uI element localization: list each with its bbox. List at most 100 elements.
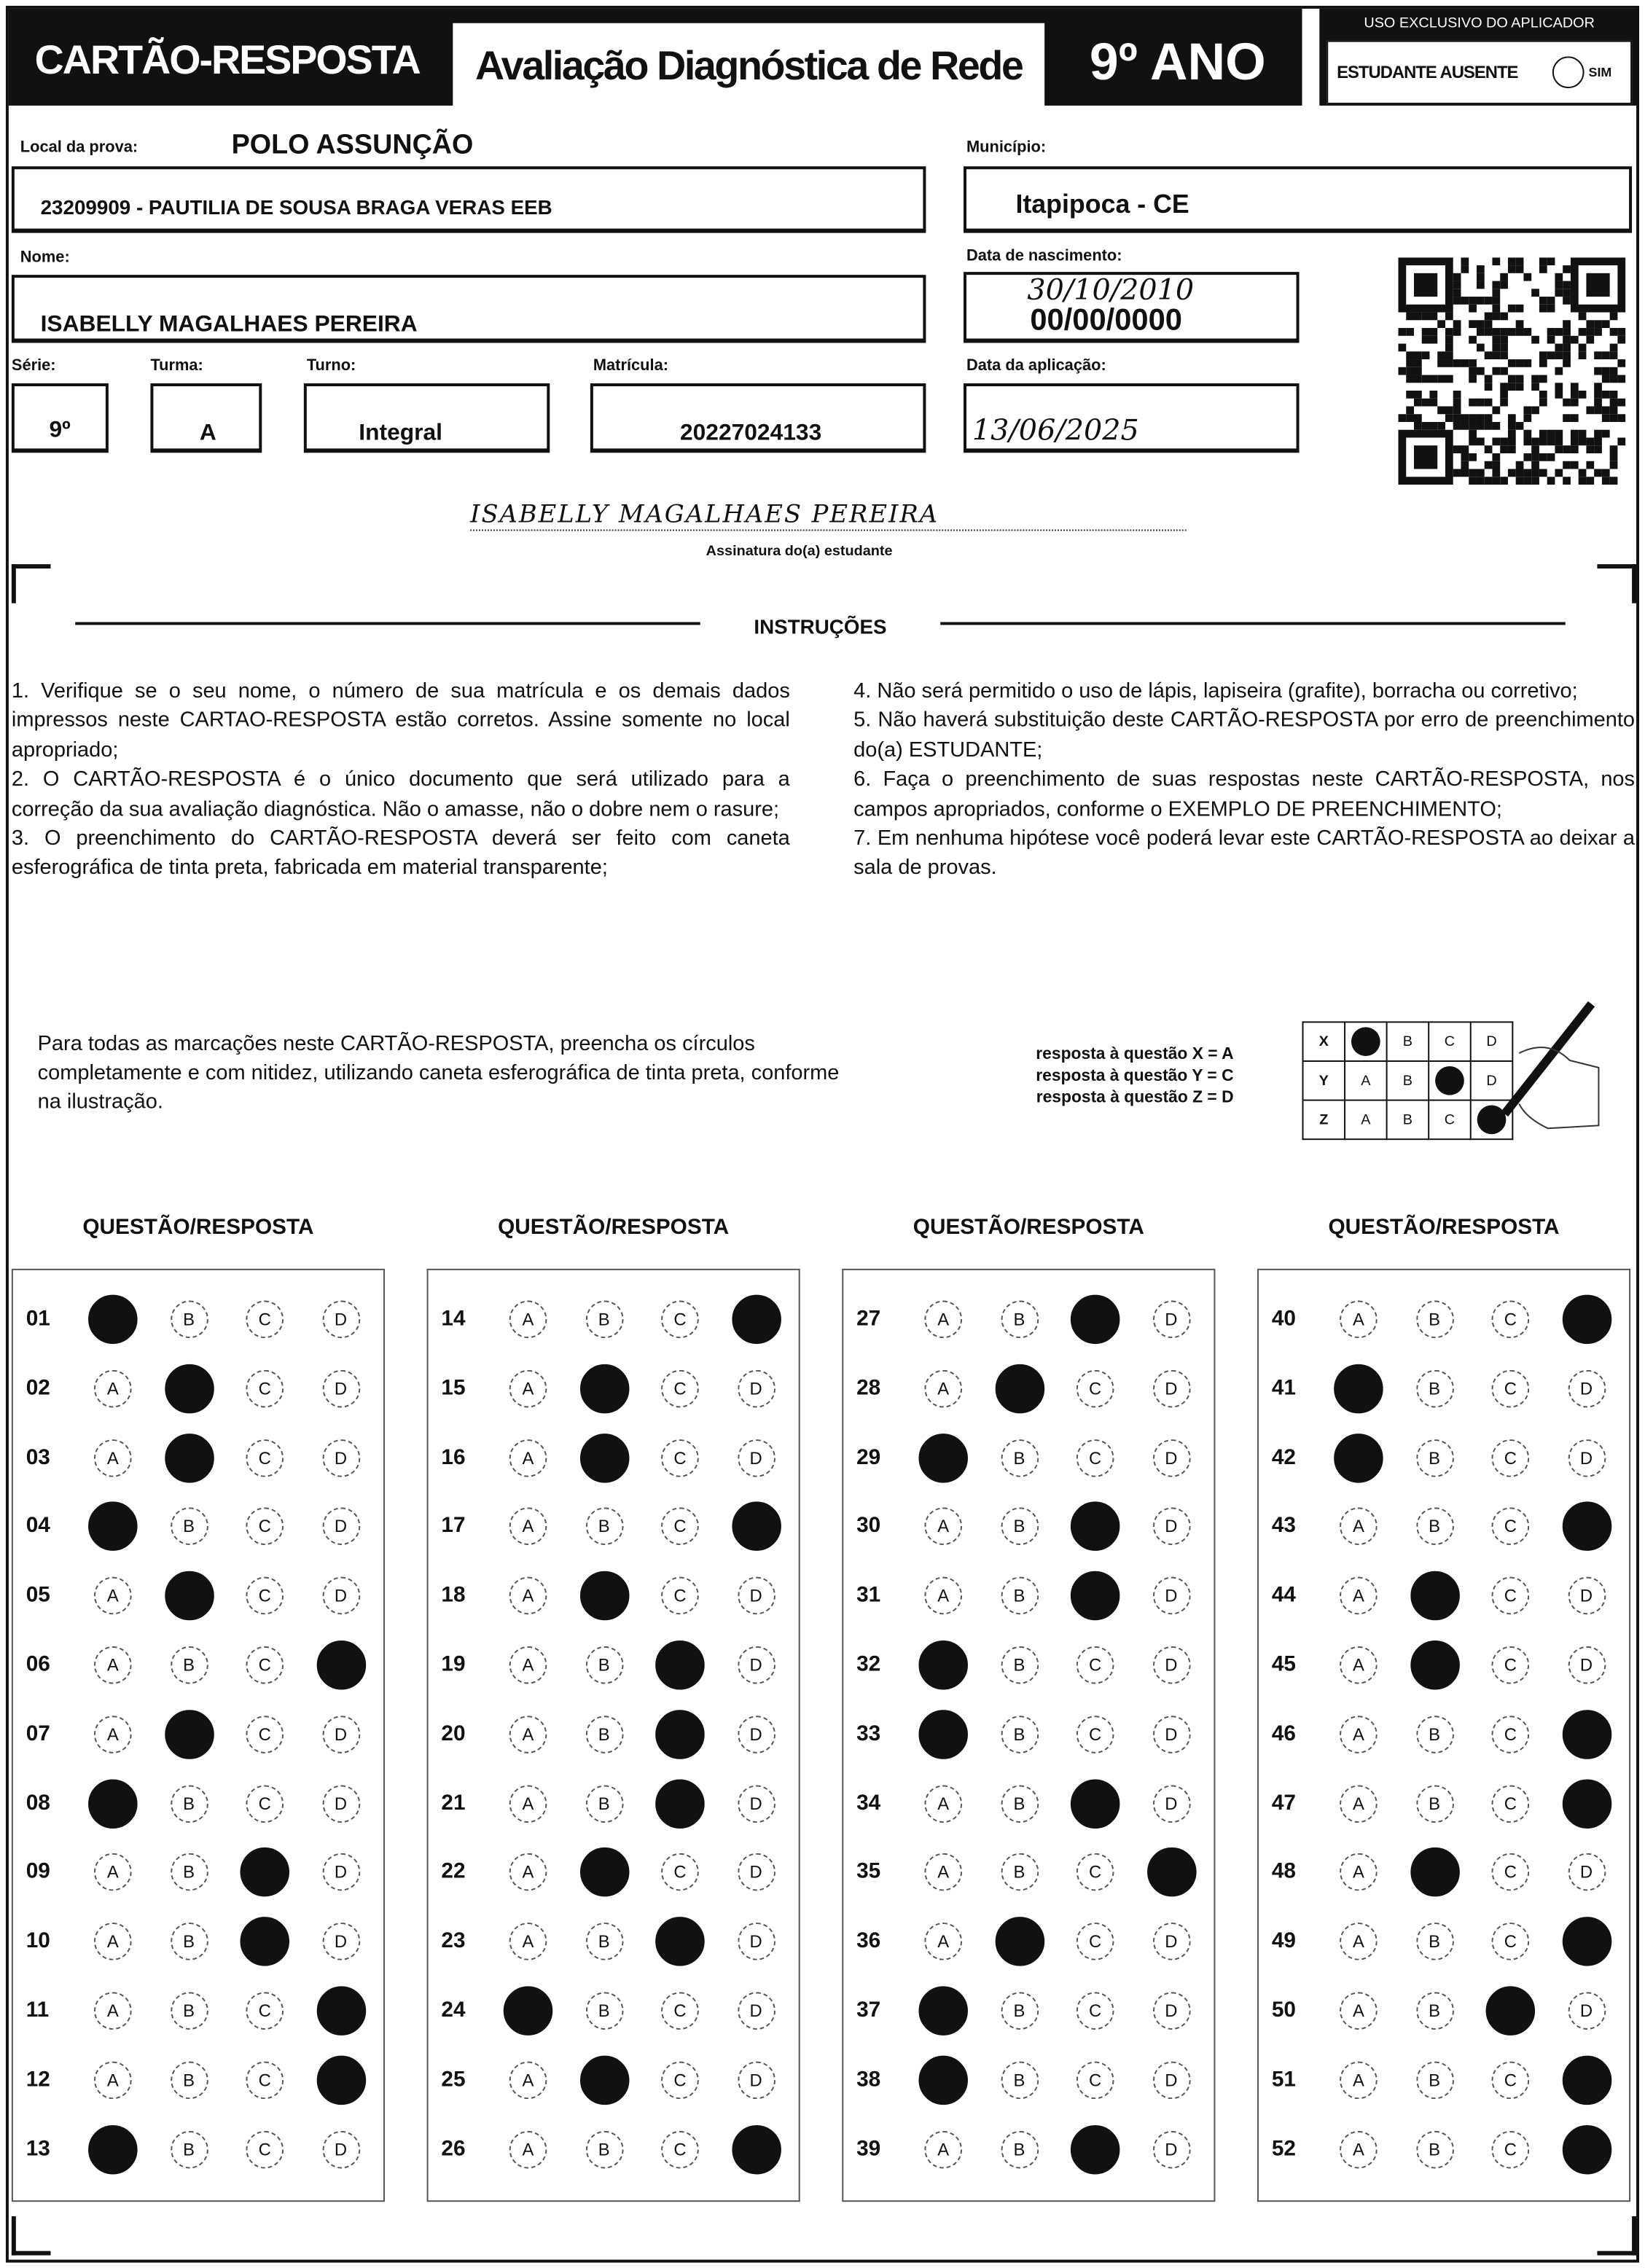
answer-bubble-26-a[interactable]: A: [509, 2130, 547, 2168]
answer-bubble-39-d[interactable]: D: [1152, 2130, 1190, 2168]
answer-bubble-23-c[interactable]: C: [655, 1917, 705, 1966]
answer-bubble-20-b[interactable]: B: [585, 1715, 623, 1753]
answer-bubble-7-b[interactable]: B: [164, 1709, 214, 1759]
answer-bubble-6-c[interactable]: C: [246, 1646, 284, 1684]
answer-bubble-7-d[interactable]: D: [321, 1715, 360, 1753]
answer-bubble-18-b[interactable]: B: [579, 1571, 629, 1621]
answer-bubble-45-a[interactable]: A: [1340, 1646, 1378, 1684]
answer-bubble-38-c[interactable]: C: [1076, 2061, 1114, 2099]
answer-bubble-11-a[interactable]: A: [94, 1992, 132, 2030]
answer-bubble-12-a[interactable]: A: [94, 2061, 132, 2099]
answer-bubble-52-a[interactable]: A: [1340, 2130, 1378, 2168]
answer-bubble-18-c[interactable]: C: [661, 1577, 699, 1615]
answer-bubble-45-b[interactable]: B: [1410, 1640, 1459, 1690]
answer-bubble-22-c[interactable]: C: [661, 1853, 699, 1892]
answer-bubble-52-c[interactable]: C: [1491, 2130, 1530, 2168]
answer-bubble-34-c[interactable]: C: [1070, 1778, 1120, 1829]
answer-bubble-35-c[interactable]: C: [1076, 1853, 1114, 1892]
answer-bubble-9-d[interactable]: D: [321, 1853, 360, 1892]
answer-bubble-1-b[interactable]: B: [170, 1300, 208, 1339]
answer-bubble-46-b[interactable]: B: [1415, 1715, 1453, 1753]
answer-bubble-34-d[interactable]: D: [1152, 1784, 1190, 1823]
answer-bubble-15-b[interactable]: B: [579, 1364, 629, 1413]
answer-bubble-19-c[interactable]: C: [655, 1640, 705, 1690]
answer-bubble-30-c[interactable]: C: [1070, 1502, 1120, 1552]
answer-bubble-1-d[interactable]: D: [321, 1300, 360, 1339]
answer-bubble-49-b[interactable]: B: [1415, 1923, 1453, 1961]
answer-bubble-44-c[interactable]: C: [1491, 1577, 1530, 1615]
answer-bubble-12-b[interactable]: B: [170, 2061, 208, 2099]
answer-bubble-1-c[interactable]: C: [246, 1300, 284, 1339]
answer-bubble-34-b[interactable]: B: [1000, 1784, 1039, 1823]
answer-bubble-14-b[interactable]: B: [585, 1300, 623, 1339]
answer-bubble-8-c[interactable]: C: [246, 1784, 284, 1823]
answer-bubble-22-a[interactable]: A: [509, 1853, 547, 1892]
answer-bubble-34-a[interactable]: A: [924, 1784, 963, 1823]
answer-bubble-42-c[interactable]: C: [1491, 1439, 1530, 1477]
answer-bubble-14-d[interactable]: D: [731, 1294, 781, 1345]
answer-bubble-2-a[interactable]: A: [94, 1369, 132, 1408]
answer-bubble-47-a[interactable]: A: [1340, 1784, 1378, 1823]
answer-bubble-29-c[interactable]: C: [1076, 1439, 1114, 1477]
answer-bubble-18-d[interactable]: D: [737, 1577, 775, 1615]
answer-bubble-27-d[interactable]: D: [1152, 1300, 1190, 1339]
answer-bubble-49-c[interactable]: C: [1491, 1923, 1530, 1961]
answer-bubble-49-a[interactable]: A: [1340, 1923, 1378, 1961]
answer-bubble-17-d[interactable]: D: [731, 1502, 781, 1552]
answer-bubble-33-b[interactable]: B: [1000, 1715, 1039, 1753]
answer-bubble-51-b[interactable]: B: [1415, 2061, 1453, 2099]
answer-bubble-25-c[interactable]: C: [661, 2061, 699, 2099]
answer-bubble-29-a[interactable]: A: [918, 1433, 968, 1482]
answer-bubble-14-a[interactable]: A: [509, 1300, 547, 1339]
answer-bubble-33-a[interactable]: A: [918, 1709, 968, 1759]
answer-bubble-6-a[interactable]: A: [94, 1646, 132, 1684]
answer-bubble-41-b[interactable]: B: [1415, 1369, 1453, 1408]
answer-bubble-42-b[interactable]: B: [1415, 1439, 1453, 1477]
answer-bubble-43-a[interactable]: A: [1340, 1508, 1378, 1546]
answer-bubble-25-a[interactable]: A: [509, 2061, 547, 2099]
answer-bubble-32-b[interactable]: B: [1000, 1646, 1039, 1684]
answer-bubble-39-c[interactable]: C: [1070, 2124, 1120, 2174]
answer-bubble-30-a[interactable]: A: [924, 1508, 963, 1546]
answer-bubble-20-d[interactable]: D: [737, 1715, 775, 1753]
answer-bubble-8-b[interactable]: B: [170, 1784, 208, 1823]
answer-bubble-8-d[interactable]: D: [321, 1784, 360, 1823]
answer-bubble-16-c[interactable]: C: [661, 1439, 699, 1477]
answer-bubble-50-a[interactable]: A: [1340, 1992, 1378, 2030]
answer-bubble-35-b[interactable]: B: [1000, 1853, 1039, 1892]
answer-bubble-2-c[interactable]: C: [246, 1369, 284, 1408]
answer-bubble-23-b[interactable]: B: [585, 1923, 623, 1961]
answer-bubble-28-b[interactable]: B: [994, 1364, 1044, 1413]
answer-bubble-4-c[interactable]: C: [246, 1508, 284, 1546]
answer-bubble-50-c[interactable]: C: [1485, 1986, 1536, 2036]
answer-bubble-5-d[interactable]: D: [321, 1577, 360, 1615]
answer-bubble-3-a[interactable]: A: [94, 1439, 132, 1477]
answer-bubble-1-a[interactable]: A: [88, 1294, 138, 1345]
answer-bubble-46-d[interactable]: D: [1561, 1709, 1611, 1759]
answer-bubble-3-d[interactable]: D: [321, 1439, 360, 1477]
answer-bubble-5-c[interactable]: C: [246, 1577, 284, 1615]
answer-bubble-50-b[interactable]: B: [1415, 1992, 1453, 2030]
answer-bubble-11-d[interactable]: D: [316, 1986, 366, 2036]
answer-bubble-4-a[interactable]: A: [88, 1502, 138, 1552]
answer-bubble-51-d[interactable]: D: [1561, 2055, 1611, 2105]
answer-bubble-47-c[interactable]: C: [1491, 1784, 1530, 1823]
answer-bubble-48-c[interactable]: C: [1491, 1853, 1530, 1892]
answer-bubble-21-a[interactable]: A: [509, 1784, 547, 1823]
answer-bubble-22-b[interactable]: B: [579, 1847, 629, 1898]
answer-bubble-45-c[interactable]: C: [1491, 1646, 1530, 1684]
answer-bubble-14-c[interactable]: C: [661, 1300, 699, 1339]
answer-bubble-20-c[interactable]: C: [655, 1709, 705, 1759]
answer-bubble-24-c[interactable]: C: [661, 1992, 699, 2030]
answer-bubble-52-d[interactable]: D: [1561, 2124, 1611, 2174]
answer-bubble-15-c[interactable]: C: [661, 1369, 699, 1408]
answer-bubble-24-a[interactable]: A: [503, 1986, 553, 2036]
answer-bubble-33-c[interactable]: C: [1076, 1715, 1114, 1753]
answer-bubble-27-c[interactable]: C: [1070, 1294, 1120, 1345]
answer-bubble-22-d[interactable]: D: [737, 1853, 775, 1892]
answer-bubble-29-d[interactable]: D: [1152, 1439, 1190, 1477]
answer-bubble-44-a[interactable]: A: [1340, 1577, 1378, 1615]
answer-bubble-43-b[interactable]: B: [1415, 1508, 1453, 1546]
answer-bubble-26-b[interactable]: B: [585, 2130, 623, 2168]
answer-bubble-9-c[interactable]: C: [240, 1847, 289, 1898]
